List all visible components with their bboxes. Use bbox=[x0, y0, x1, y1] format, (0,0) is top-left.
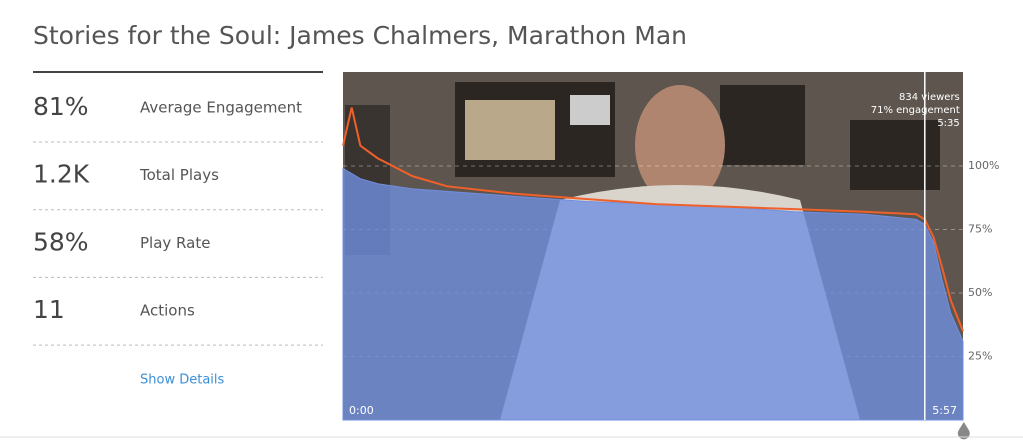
stat-label: Average Engagement bbox=[140, 99, 302, 117]
tooltip-text: 71% engagement bbox=[871, 105, 960, 116]
stat-label: Play Rate bbox=[140, 234, 210, 252]
x-tick-label: 0:00 bbox=[349, 404, 374, 417]
stats-list: 81% Average Engagement 1.2K Total Plays 58% P… bbox=[33, 92, 323, 346]
title: Stories for the Soul: James Chalmers, Ma… bbox=[33, 21, 687, 50]
stat-value: 58% bbox=[33, 227, 89, 256]
chart: 25% 50% 75% 100% 0:00 5:57 834 viewers 71% enga… bbox=[342, 72, 999, 440]
stat-label: Total Plays bbox=[139, 166, 219, 184]
y-tick-label: 50% bbox=[968, 286, 992, 299]
tooltip-text: 834 viewers bbox=[899, 92, 960, 103]
x-tick-label: 5:57 bbox=[932, 404, 957, 417]
y-tick-label: 75% bbox=[968, 222, 992, 235]
scrub-handle bbox=[957, 422, 970, 440]
stat-value: 81% bbox=[33, 92, 89, 121]
engagement-area bbox=[342, 167, 964, 421]
stat-value: 11 bbox=[33, 295, 65, 324]
rewatch-line bbox=[342, 107, 964, 332]
y-tick-label: 100% bbox=[968, 159, 999, 172]
tooltip-text: 5:35 bbox=[937, 118, 959, 129]
stat-value: 1.2K bbox=[33, 160, 90, 189]
show-details-link[interactable]: Show Details bbox=[140, 373, 225, 388]
stat-label: Actions bbox=[140, 302, 195, 320]
y-tick-label: 25% bbox=[968, 349, 992, 362]
